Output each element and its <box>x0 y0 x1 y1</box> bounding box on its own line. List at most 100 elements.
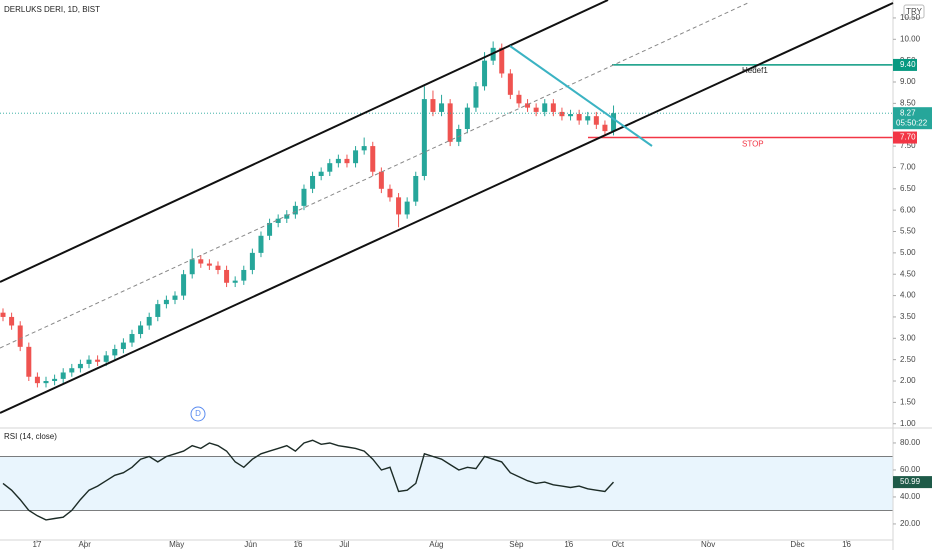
candle-body <box>215 265 221 270</box>
candle-body <box>413 175 419 202</box>
channel-upper <box>0 0 609 283</box>
x-tick-label: May <box>169 540 184 549</box>
y-tick-label: 7.50 <box>900 141 916 150</box>
y-tick-label: 1.50 <box>900 397 916 406</box>
candle-body <box>17 325 23 347</box>
candle-body <box>43 381 49 384</box>
candle-body <box>275 218 281 223</box>
rsi-last-label: 50.99 <box>900 477 921 486</box>
candle-body <box>456 128 462 142</box>
candle-body <box>602 124 608 132</box>
x-tick-label: Apr <box>78 540 91 549</box>
candle-body <box>198 259 204 264</box>
candle-body <box>155 304 161 317</box>
last-price-label: 8.27 <box>900 108 916 117</box>
candle-body <box>0 312 6 317</box>
candle-body <box>34 376 40 384</box>
candle-body <box>516 94 522 104</box>
candle-body <box>301 188 307 206</box>
candle-body <box>224 269 230 283</box>
rsi-y-tick-label: 60.00 <box>900 465 921 474</box>
candle-body <box>525 103 531 108</box>
level-box <box>893 131 917 144</box>
rsi-y-tick-label: 80.00 <box>900 438 921 447</box>
rsi-y-tick-label: 20.00 <box>900 519 921 528</box>
candle-body <box>310 175 316 189</box>
candle-body <box>258 235 264 253</box>
y-tick-label: 5.00 <box>900 248 916 257</box>
currency-box <box>903 4 925 19</box>
candle-body <box>129 334 135 343</box>
y-tick-label: 4.50 <box>900 269 916 278</box>
level-box <box>893 58 917 71</box>
event-marker[interactable]: D <box>195 409 201 418</box>
y-tick-label: 7.00 <box>900 163 916 172</box>
candle-body <box>77 363 83 369</box>
candle-body <box>9 316 15 326</box>
candle-body <box>499 47 505 74</box>
rsi-last-box <box>893 476 932 489</box>
candle-body <box>292 205 298 215</box>
level-label: 7.70 <box>900 133 916 142</box>
y-tick-label: 10.50 <box>900 13 921 22</box>
candle-body <box>387 188 393 198</box>
candle-body <box>585 116 591 121</box>
y-tick-label: 3.00 <box>900 333 916 342</box>
trend-line <box>509 45 653 147</box>
candle-body <box>146 316 152 326</box>
x-tick-label: Sep <box>509 540 524 549</box>
price-pane: Hedef1 STOP <box>0 41 893 388</box>
candle-body <box>206 263 212 266</box>
candle-body <box>95 359 101 362</box>
y-tick-label: 2.00 <box>900 376 916 385</box>
candle-body <box>361 146 367 151</box>
rsi-title: RSI (14, close) <box>4 432 57 441</box>
candle-body <box>318 171 324 176</box>
candle-body <box>593 116 599 125</box>
candle-body <box>353 150 359 164</box>
level-name: Hedef1 <box>742 66 768 75</box>
candle-body <box>542 103 548 112</box>
y-tick-label: 4.00 <box>900 291 916 300</box>
candle-body <box>439 103 445 112</box>
candle-body <box>60 372 66 379</box>
currency: TRY <box>906 7 923 16</box>
last-price-box <box>893 107 932 130</box>
candle-body <box>103 355 109 362</box>
y-tick-label: 1.00 <box>900 419 916 428</box>
y-tick-label: 10.00 <box>900 34 921 43</box>
candle-body <box>172 295 178 300</box>
candle-body <box>69 368 75 373</box>
candle-body <box>138 325 144 335</box>
x-tick-label: 16 <box>294 540 303 549</box>
candle-body <box>396 197 402 215</box>
candle-body <box>370 146 376 172</box>
candle-body <box>112 348 118 356</box>
candle-body <box>568 114 574 117</box>
candle-body <box>327 163 333 172</box>
candle-body <box>482 60 488 87</box>
candle-body <box>284 214 290 219</box>
candle-body <box>344 158 350 164</box>
candle-body <box>335 158 341 164</box>
y-tick-label: 6.50 <box>900 184 916 193</box>
candle-body <box>533 107 539 112</box>
candle-body <box>163 299 169 305</box>
y-tick-label: 3.50 <box>900 312 916 321</box>
candle-body <box>430 99 436 112</box>
x-tick-label: Jul <box>339 540 349 549</box>
event-marker-circle[interactable] <box>190 406 206 422</box>
x-tick-label: Dec <box>790 540 804 549</box>
candle-body <box>421 99 427 176</box>
candle-body <box>249 252 255 270</box>
rsi-line <box>2 439 615 521</box>
channel-mid <box>0 1 751 349</box>
rsi-y-tick-label: 40.00 <box>900 492 921 501</box>
candle-body <box>611 113 617 132</box>
y-tick-label: 9.00 <box>900 77 916 86</box>
rsi-band <box>0 456 893 511</box>
candle-body <box>473 86 479 108</box>
chart-title: DERLUKS DERI, 1D, BIST <box>4 5 100 14</box>
y-tick-label: 5.50 <box>900 227 916 236</box>
candle-body <box>267 222 273 236</box>
